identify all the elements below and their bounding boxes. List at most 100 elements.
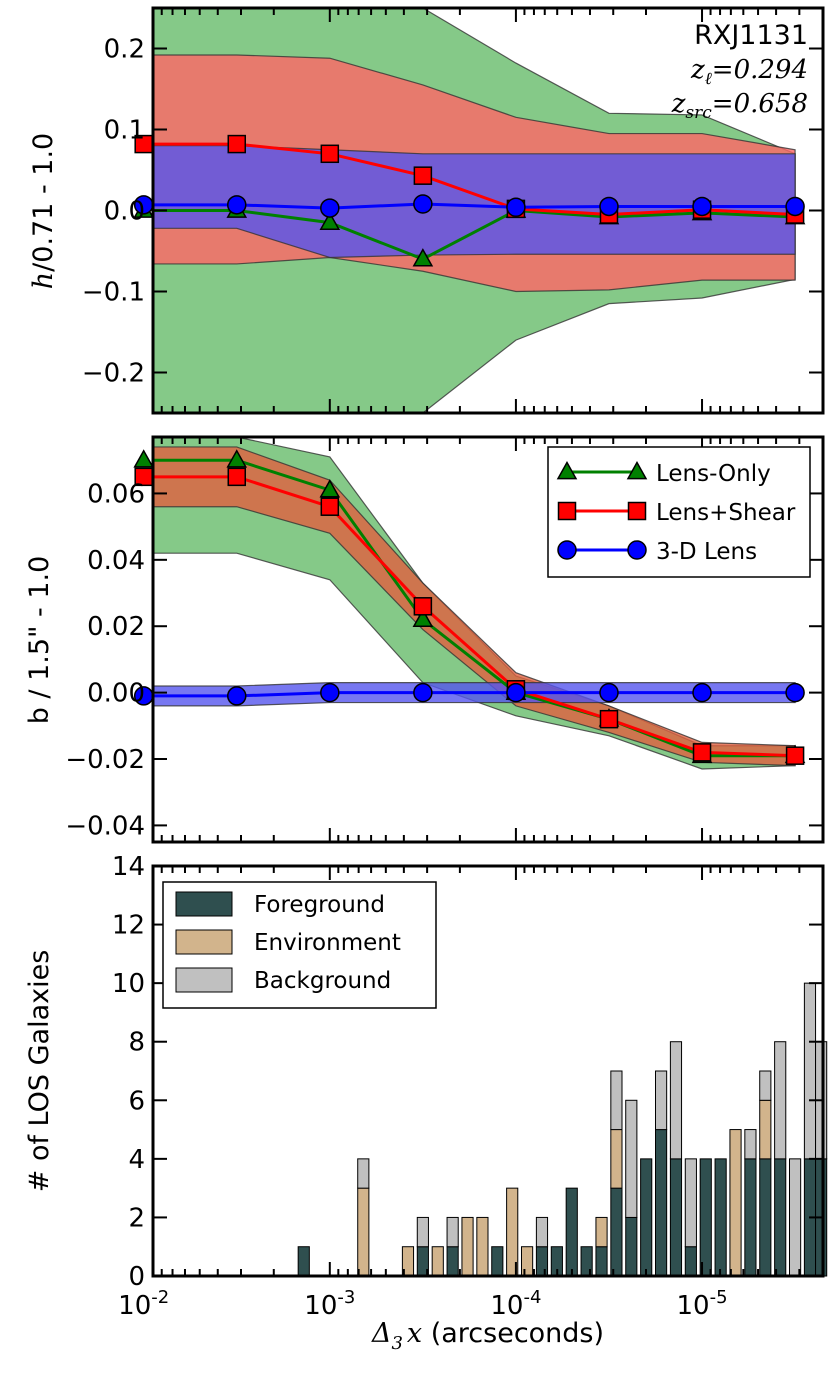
h-point-lens-shear xyxy=(227,134,247,154)
bar-foreground xyxy=(595,1246,608,1277)
h-ytick-label: 0.0 xyxy=(104,197,145,227)
h-line-lens-shear xyxy=(153,142,796,217)
h-point-lens-only xyxy=(319,211,341,231)
b-point-lens-only xyxy=(133,449,154,468)
bar-environment xyxy=(357,1187,370,1277)
x-tick-label: 10-2 xyxy=(118,1287,169,1321)
b-point-lens-only xyxy=(226,449,248,468)
h-point-3-d-lens xyxy=(692,196,712,217)
legend-lens-shear: Lens+Shear xyxy=(656,500,796,526)
h-point-3-d-lens xyxy=(506,197,526,218)
histogram-ytick-label: 2 xyxy=(128,1203,145,1233)
b-point-lens-shear xyxy=(692,743,712,762)
bar-foreground xyxy=(669,1158,683,1277)
bar-background xyxy=(625,1099,638,1218)
b-panel: −0.04 −0.02 0.00 0.02 0.04 0.06 b / 1.5" - 1.… xyxy=(24,435,825,844)
b-point-lens-only xyxy=(412,608,434,627)
b-band-3-d-lens xyxy=(153,682,796,707)
bar-foreground xyxy=(655,1129,668,1277)
b-ytick-label: 0.04 xyxy=(87,546,145,576)
legend-marker-lens-only xyxy=(626,460,648,480)
bar-foreground xyxy=(297,1246,310,1277)
bar-foreground xyxy=(446,1246,459,1277)
b-point-lens-only xyxy=(319,479,341,498)
annotation-z-lens: zℓ=0.294 xyxy=(690,55,808,89)
b-line-lens-shear xyxy=(153,475,796,758)
b-point-3-d-lens xyxy=(506,682,526,703)
x-tick-label: 10-3 xyxy=(304,1287,355,1321)
legend-lens-only: Lens-Only xyxy=(656,461,771,487)
bar-environment xyxy=(729,1129,742,1277)
h-point-lens-shear xyxy=(320,144,340,164)
bar-environment xyxy=(759,1099,772,1160)
legend-marker-lens-shear xyxy=(627,501,647,521)
b-line-lens-only xyxy=(153,458,796,758)
bar-background xyxy=(759,1070,772,1101)
b-legend: Lens-Only Lens+Shear 3-D Lens xyxy=(547,446,811,578)
h-point-3-d-lens xyxy=(227,195,247,215)
legend-environment: Environment xyxy=(254,930,401,956)
x-axis-label: Δ3 x (arcseconds) xyxy=(371,1318,604,1354)
x-tick-label: 10-4 xyxy=(490,1287,541,1321)
b-point-3-d-lens xyxy=(692,682,712,703)
h-point-lens-only xyxy=(412,248,434,267)
h-ytick-label: −0.1 xyxy=(82,278,145,308)
bar-environment xyxy=(476,1216,489,1277)
histogram-ytick-label: 4 xyxy=(128,1145,145,1175)
bar-background xyxy=(610,1070,623,1131)
b-ytick-label: 0.00 xyxy=(87,679,145,709)
histogram-ylabel: # of LOS Galaxies xyxy=(24,950,55,1193)
h-point-3-d-lens xyxy=(413,194,433,214)
bar-foreground xyxy=(625,1216,638,1277)
bar-foreground xyxy=(491,1246,504,1277)
b-point-3-d-lens xyxy=(320,682,340,703)
h-panel: −0.2 −0.1 0.0 0.1 0.2 h/0.71 - 1.0 RXJ1131 z… xyxy=(28,6,825,415)
b-point-3-d-lens xyxy=(599,682,619,703)
h-ytick-label: −0.2 xyxy=(82,359,145,389)
bar-environment xyxy=(595,1216,608,1248)
bar-background xyxy=(774,1041,787,1160)
b-ylabel: b / 1.5" - 1.0 xyxy=(24,556,55,725)
h-line-3-d-lens xyxy=(153,202,796,210)
x-tick-label: 10-5 xyxy=(677,1287,728,1321)
b-ytick-label: 0.02 xyxy=(87,612,145,642)
bar-foreground xyxy=(714,1158,727,1277)
b-point-3-d-lens xyxy=(785,682,805,703)
bar-foreground xyxy=(535,1246,549,1277)
bar-foreground xyxy=(744,1158,757,1277)
legend-background: Background xyxy=(254,968,391,994)
b-ytick-label: −0.04 xyxy=(65,811,145,841)
h-panel-frame xyxy=(151,6,825,415)
histogram-panel: 0 2 4 6 8 10 12 14 10-2 10-3 10-4 10-5 # of LOS Gal… xyxy=(24,852,828,1354)
histogram-ytick-label: 14 xyxy=(112,852,145,882)
h-ylabel: h/0.71 - 1.0 xyxy=(28,133,59,289)
legend-swatch-foreground xyxy=(175,891,233,917)
histogram-ytick-label: 0 xyxy=(128,1262,145,1292)
b-line-3-d-lens xyxy=(153,691,796,698)
legend-marker-3-d-lens xyxy=(627,540,647,560)
annotation-z-src: zsrc=0.658 xyxy=(671,89,808,123)
bar-foreground xyxy=(759,1158,772,1277)
b-panel-frame xyxy=(151,435,825,844)
legend-marker-lens-only xyxy=(556,460,578,480)
bar-foreground xyxy=(684,1246,697,1277)
annotation-title: RXJ1131 xyxy=(694,20,808,51)
bar-background xyxy=(744,1129,757,1160)
legend-marker-3-d-lens xyxy=(557,540,577,560)
bar-background xyxy=(655,1070,668,1131)
h-ytick-label: 0.1 xyxy=(104,116,145,146)
bar-foreground xyxy=(699,1158,712,1277)
h-point-3-d-lens xyxy=(599,196,619,217)
h-line-lens-only xyxy=(153,208,796,261)
h-point-3-d-lens xyxy=(320,198,340,218)
bar-foreground xyxy=(610,1187,623,1277)
histogram-ytick-label: 6 xyxy=(128,1086,145,1116)
b-point-3-d-lens xyxy=(227,686,247,706)
h-ytick-label: 0.2 xyxy=(104,35,145,65)
b-point-lens-shear xyxy=(599,709,619,729)
histogram-ytick-label: 12 xyxy=(112,911,145,941)
b-point-3-d-lens xyxy=(413,682,433,703)
legend-swatch-background xyxy=(175,967,233,993)
histogram-legend: Foreground Environment Background xyxy=(162,881,437,1009)
